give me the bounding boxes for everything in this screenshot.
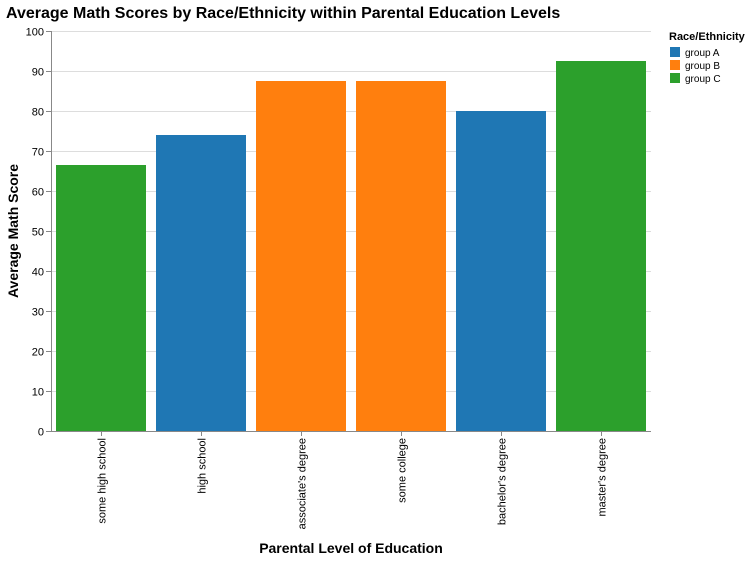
legend-title: Race/Ethnicity [669, 31, 746, 43]
x-tick-label: master's degree [597, 438, 609, 517]
bar-master-s-degree [556, 61, 646, 431]
chart-title: Average Math Scores by Race/Ethnicity wi… [6, 5, 560, 22]
legend-swatch [670, 47, 680, 57]
y-tick-label: 60 [32, 187, 44, 199]
legend-label: group A [685, 48, 720, 59]
x-tick-label: some college [397, 438, 409, 503]
y-tick-label: 50 [32, 227, 44, 239]
x-axis-ticks: some high school high school associate's d… [97, 431, 609, 529]
bar-associate-s-degree [256, 81, 346, 431]
gridlines [51, 31, 651, 392]
legend-swatch [670, 60, 680, 70]
bar-high-school [156, 135, 246, 431]
y-tick-label: 20 [32, 347, 44, 359]
bars [56, 61, 646, 431]
x-axis-title: Parental Level of Education [259, 540, 443, 556]
y-tick-label: 10 [32, 387, 44, 399]
bar-some-high-school [56, 165, 146, 431]
axes [51, 31, 651, 432]
bar-some-college [356, 81, 446, 431]
x-tick-label: bachelor's degree [497, 438, 509, 525]
x-tick-label: high school [197, 438, 209, 494]
y-tick-label: 90 [32, 67, 44, 79]
legend-label: group B [685, 61, 720, 72]
y-tick-label: 30 [32, 307, 44, 319]
y-tick-label: 100 [26, 27, 44, 39]
bar-bachelor-s-degree [456, 111, 546, 431]
y-tick-label: 0 [38, 427, 44, 439]
y-tick-label: 70 [32, 147, 44, 159]
y-tick-label: 80 [32, 107, 44, 119]
legend-label: group C [685, 74, 721, 85]
x-tick-label: associate's degree [297, 438, 309, 529]
legend: Race/Ethnicity group A group B group C [669, 31, 746, 85]
x-tick-label: some high school [97, 438, 109, 524]
y-tick-label: 40 [32, 267, 44, 279]
y-axis-title: Average Math Score [5, 164, 21, 298]
legend-swatch [670, 73, 680, 83]
y-axis-ticks: 0 10 20 30 40 50 60 70 80 90 100 [26, 27, 51, 439]
